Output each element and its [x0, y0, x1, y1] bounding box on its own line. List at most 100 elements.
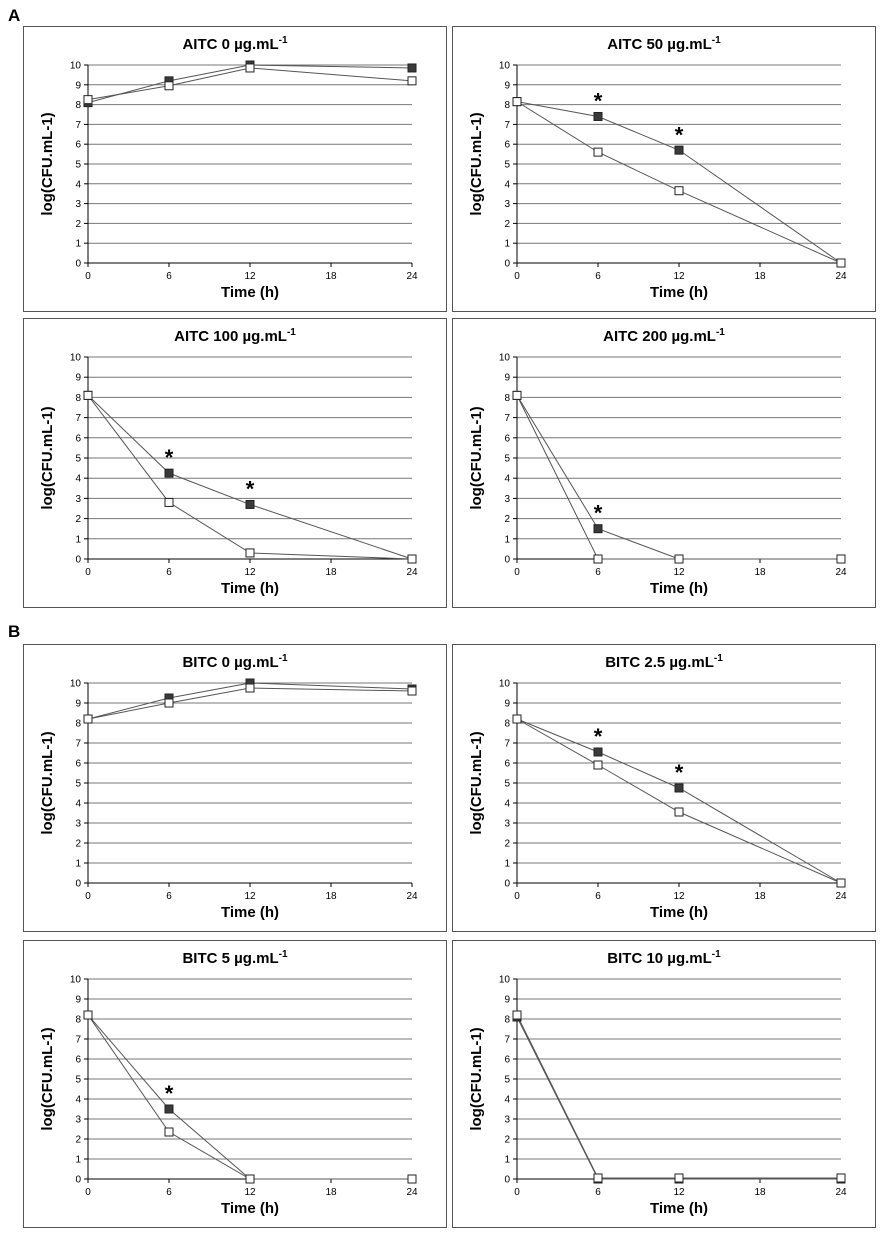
chart-6-xtick-label: 12 — [244, 1187, 256, 1198]
chart-6-ytick-label: 9 — [75, 995, 81, 1006]
chart-5-series-filled-point — [674, 783, 684, 793]
chart-4-series-open-line — [87, 687, 413, 720]
chart-6-series-open-point — [245, 1174, 255, 1184]
chart-3-xtick-label: 18 — [754, 567, 766, 578]
chart-0-xtick-label: 24 — [406, 271, 418, 282]
chart-1-significance-star: * — [594, 89, 603, 114]
chart-3-title: AITC 200 µg.mL-1 — [603, 327, 725, 345]
chart-1-ytick-label: 1 — [504, 239, 510, 250]
chart-0-ytick-label: 9 — [75, 80, 81, 91]
chart-6-series-filled-line — [87, 1014, 412, 1180]
chart-7-xtick-label: 18 — [754, 1187, 766, 1198]
chart-7-xtick-label: 24 — [835, 1187, 847, 1198]
chart-5-significance-star: * — [594, 724, 603, 749]
chart-5-series-open-point — [593, 760, 603, 770]
chart-6-ytick-label: 4 — [75, 1095, 81, 1106]
chart-1-ytick-label: 7 — [504, 120, 510, 131]
chart-1-series-open-point — [593, 147, 603, 157]
chart-3-ytick-label: 5 — [504, 454, 510, 465]
chart-6-ytick-label: 5 — [75, 1075, 81, 1086]
chart-0-xtick-label: 6 — [166, 271, 172, 282]
chart-4-series-filled-line — [87, 682, 413, 720]
chart-0-xtick-label: 0 — [85, 271, 91, 282]
chart-7-ytick-label: 4 — [504, 1095, 510, 1106]
chart-4-ytick-label: 1 — [75, 859, 81, 870]
chart-4-ytick-label: 8 — [75, 719, 81, 730]
chart-0-series-open-point — [407, 76, 417, 86]
chart-3-series-filled-point — [593, 524, 603, 534]
chart-0-ytick-label: 10 — [70, 61, 82, 72]
chart-7-series-open-point — [836, 1173, 846, 1183]
chart-3-series-open-point — [512, 390, 522, 400]
chart-2-ytick-label: 9 — [75, 373, 81, 384]
chart-3-title-text: AITC 200 µg.mL — [603, 328, 716, 345]
chart-2-title-text: AITC 100 µg.mL — [174, 328, 287, 345]
chart-7-series-filled-line — [516, 1016, 841, 1180]
chart-1-xtick-label: 24 — [835, 271, 847, 282]
chart-0-ytick-label: 4 — [75, 179, 81, 190]
chart-7-xtick-label: 12 — [673, 1187, 685, 1198]
chart-4-ytick-label: 2 — [75, 839, 81, 850]
chart-4-ytick-label: 7 — [75, 739, 81, 750]
chart-2-xtick-label: 6 — [166, 567, 172, 578]
chart-2-ytick-label: 0 — [75, 555, 81, 566]
chart-7-ytick-label: 10 — [499, 975, 511, 986]
chart-4-ytick-label: 4 — [75, 799, 81, 810]
chart-0-series-open-line — [87, 67, 413, 101]
chart-4-series-open-point — [83, 714, 93, 724]
chart-panel-aitc-0: AITC 0 µg.mL-1 0 1 2 3 4 5 6 7 8 9 10 0 6 12 18 24 Time (… — [23, 26, 447, 312]
chart-5-xlabel: Time (h) — [650, 904, 708, 921]
chart-6-xlabel: Time (h) — [221, 1200, 279, 1217]
chart-6-series-filled-point — [164, 1104, 174, 1114]
chart-1-series-open-point — [674, 186, 684, 196]
chart-5-ytick-label: 7 — [504, 739, 510, 750]
chart-panel-bitc-5: BITC 5 µg.mL-1 0 1 2 3 4 5 6 7 8 9 10 0 6 12 18 24 Time (… — [23, 940, 447, 1228]
chart-1-series-filled-point — [674, 145, 684, 155]
chart-6-series-open-line — [87, 1014, 412, 1180]
chart-3-ytick-label: 1 — [504, 534, 510, 545]
chart-5-ytick-label: 2 — [504, 839, 510, 850]
chart-1-series-open-point — [836, 258, 846, 268]
chart-7-ytick-label: 1 — [504, 1155, 510, 1166]
chart-0-ytick-label: 1 — [75, 239, 81, 250]
chart-0-series-open-point — [83, 95, 93, 105]
chart-1-xlabel: Time (h) — [650, 284, 708, 301]
chart-2-series-open-point — [245, 548, 255, 558]
chart-2-xtick-label: 0 — [85, 567, 91, 578]
chart-2-xtick-label: 12 — [244, 567, 256, 578]
chart-1-xtick-label: 18 — [754, 271, 766, 282]
chart-7-ylabel: log(CFU.mL-1) — [468, 1027, 485, 1130]
chart-7-ytick-label: 5 — [504, 1075, 510, 1086]
chart-6-ytick-label: 3 — [75, 1115, 81, 1126]
chart-4-ylabel: log(CFU.mL-1) — [39, 731, 56, 834]
chart-6-xtick-label: 0 — [85, 1187, 91, 1198]
chart-2-ytick-label: 10 — [70, 353, 82, 364]
chart-2-ytick-label: 4 — [75, 474, 81, 485]
chart-6-title-superscript: -1 — [279, 949, 288, 960]
chart-4-title: BITC 0 µg.mL-1 — [182, 653, 287, 671]
chart-1-ytick-label: 3 — [504, 199, 510, 210]
chart-2-ytick-label: 3 — [75, 494, 81, 505]
chart-2-significance-star: * — [246, 476, 255, 501]
chart-2-xlabel: Time (h) — [221, 580, 279, 597]
chart-1-series-filled-point — [593, 111, 603, 121]
chart-4-ytick-label: 6 — [75, 759, 81, 770]
chart-1-series-open-line — [516, 101, 842, 264]
chart-1-ytick-label: 8 — [504, 100, 510, 111]
chart-6-ytick-label: 10 — [70, 975, 82, 986]
chart-3-ytick-label: 3 — [504, 494, 510, 505]
chart-1-ytick-label: 0 — [504, 259, 510, 270]
chart-2-title-superscript: -1 — [287, 327, 296, 338]
chart-1-title-text: AITC 50 µg.mL — [607, 36, 712, 53]
chart-0-series-filled-line — [87, 64, 413, 104]
chart-1-title-superscript: -1 — [712, 35, 721, 46]
chart-7-title: BITC 10 µg.mL-1 — [607, 949, 721, 967]
chart-7-title-superscript: -1 — [712, 949, 721, 960]
chart-4-series-open-point — [164, 698, 174, 708]
chart-1-ylabel: log(CFU.mL-1) — [468, 112, 485, 215]
chart-0-series-open-point — [164, 81, 174, 91]
chart-3-xtick-label: 12 — [673, 567, 685, 578]
chart-7-ytick-label: 8 — [504, 1015, 510, 1026]
chart-3-significance-star: * — [594, 501, 603, 526]
chart-4-series-open-point — [245, 683, 255, 693]
